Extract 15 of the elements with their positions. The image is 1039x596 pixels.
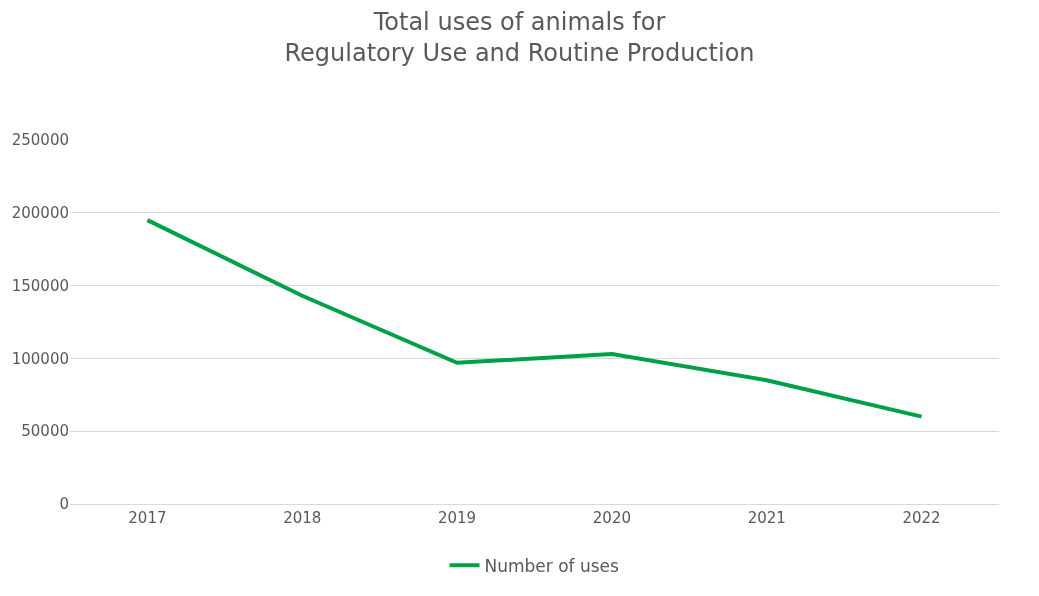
legend-label: Number of uses	[484, 555, 620, 576]
x-tick-label: 2021	[747, 509, 786, 527]
y-tick-label: 150000	[11, 276, 69, 295]
y-tick-label: 100000	[11, 349, 69, 368]
y-tick-label: 0	[59, 495, 69, 514]
x-tick-label: 2022	[902, 509, 941, 527]
x-tick-label: 2018	[283, 509, 322, 527]
y-tick-label: 200000	[11, 204, 69, 223]
y-tick-label: 50000	[21, 422, 69, 441]
x-tick-label: 2017	[128, 509, 167, 527]
chart-title: Total uses of animals for Regulatory Use and Routine Production	[284, 7, 755, 67]
x-tick-label: 2019	[437, 509, 477, 527]
x-tick-label: 2020	[592, 509, 632, 527]
line-series	[145, 218, 924, 419]
y-tick-label: 250000	[11, 131, 69, 150]
